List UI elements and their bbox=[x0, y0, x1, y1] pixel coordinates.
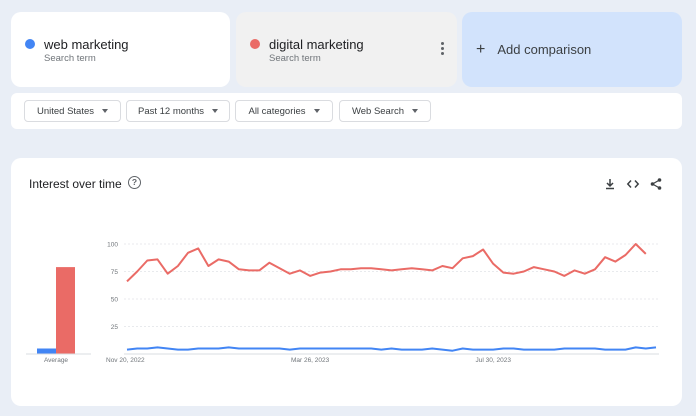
category-dropdown-label: All categories bbox=[248, 105, 306, 117]
interest-over-time-chart: 25 50 75 100 Nov 20, 2022 Mar 26, 2023 Jul 30,… bbox=[26, 242, 659, 364]
time-period-dropdown[interactable]: Past 12 months bbox=[126, 100, 230, 122]
search-term-card-digital-marketing[interactable]: digital marketing Search term bbox=[236, 12, 457, 87]
y-tick-label: 50 bbox=[111, 297, 119, 304]
average-bar-digital-marketing bbox=[56, 267, 75, 354]
series-line-web-marketing bbox=[126, 346, 657, 352]
region-dropdown-label: United States bbox=[36, 105, 95, 117]
caret-down-icon bbox=[412, 109, 419, 113]
caret-down-icon bbox=[313, 109, 320, 113]
add-comparison-button[interactable]: + Add comparison bbox=[462, 12, 682, 87]
y-tick-label: 75 bbox=[111, 269, 119, 276]
x-tick-label: Jul 30, 2023 bbox=[476, 357, 512, 364]
filter-bar: United States Past 12 months All categor… bbox=[11, 93, 682, 129]
share-icon[interactable] bbox=[649, 177, 663, 191]
search-term-name[interactable]: web marketing bbox=[44, 37, 129, 52]
region-dropdown[interactable]: United States bbox=[24, 100, 121, 122]
chart-title: Interest over time bbox=[29, 177, 122, 191]
search-type-dropdown[interactable]: Web Search bbox=[339, 100, 431, 122]
category-dropdown[interactable]: All categories bbox=[235, 100, 333, 122]
embed-code-icon[interactable] bbox=[626, 177, 640, 191]
interest-over-time-card: Interest over time ? 25 50 75 100 Nov 20, 20… bbox=[11, 158, 682, 406]
x-tick-label: Nov 20, 2022 bbox=[106, 357, 145, 364]
help-icon[interactable]: ? bbox=[128, 176, 141, 189]
caret-down-icon bbox=[102, 109, 109, 113]
average-label: Average bbox=[44, 357, 68, 364]
plus-icon: + bbox=[476, 40, 486, 58]
caret-down-icon bbox=[212, 109, 218, 113]
more-options-icon[interactable] bbox=[441, 42, 445, 56]
search-term-name[interactable]: digital marketing bbox=[269, 37, 364, 52]
y-tick-label: 100 bbox=[107, 242, 118, 249]
download-icon[interactable] bbox=[603, 177, 617, 191]
search-term-subtitle: Search term bbox=[269, 53, 321, 64]
series-color-dot bbox=[250, 39, 260, 49]
series-line-digital-marketing bbox=[126, 243, 647, 283]
series-color-dot bbox=[25, 39, 35, 49]
add-comparison-label: Add comparison bbox=[497, 42, 592, 57]
search-type-dropdown-label: Web Search bbox=[351, 105, 405, 117]
search-term-subtitle: Search term bbox=[44, 53, 96, 64]
x-tick-label: Mar 26, 2023 bbox=[291, 357, 330, 364]
average-bar-web-marketing bbox=[37, 348, 56, 354]
search-term-card-web-marketing[interactable]: web marketing Search term bbox=[11, 12, 230, 87]
y-tick-label: 25 bbox=[111, 324, 119, 331]
time-period-dropdown-label: Past 12 months bbox=[137, 105, 204, 117]
